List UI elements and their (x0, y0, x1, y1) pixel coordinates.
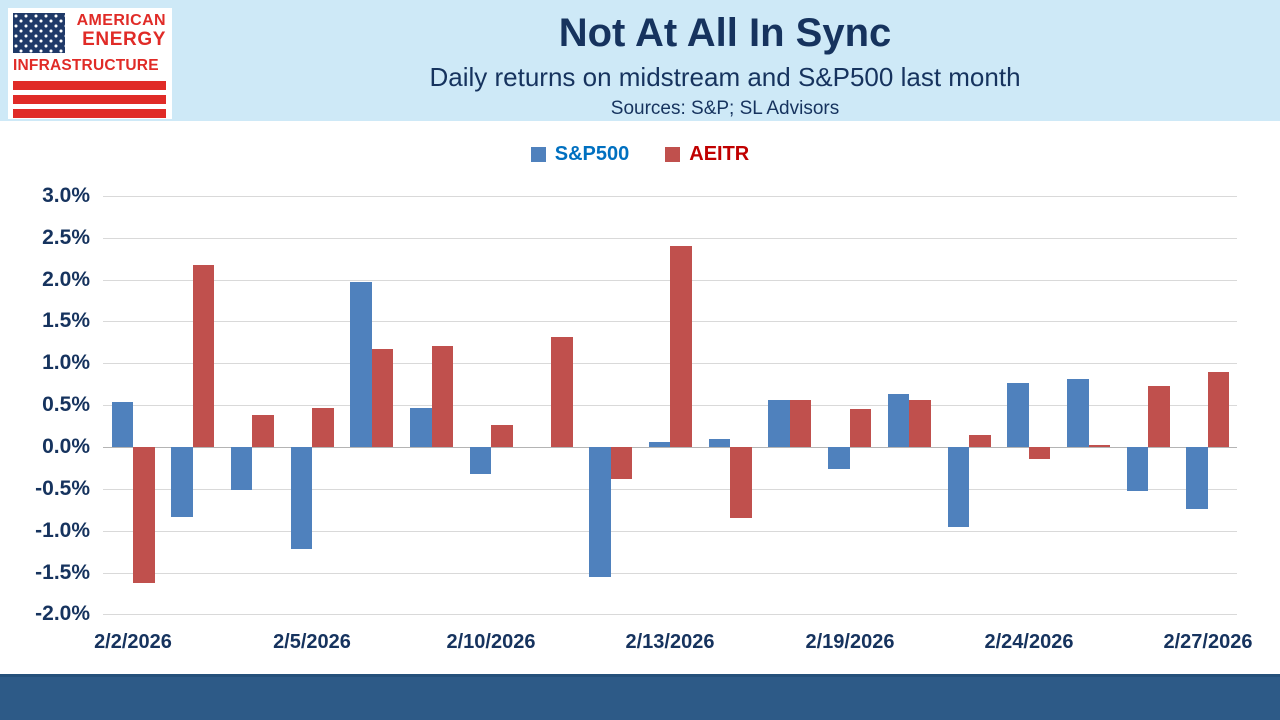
bar-aeitr-2-4-2026 (252, 415, 274, 447)
page-subtitle: Daily returns on midstream and S&P500 la… (429, 62, 1021, 92)
bar-sp500-2-3-2026 (171, 447, 193, 518)
y-axis-tick-label: 2.5% (42, 226, 90, 249)
bar-aeitr-2-18-2026 (789, 400, 812, 447)
bar-sp500-2-19-2026 (828, 447, 850, 469)
gridline (103, 196, 1237, 197)
bar-aeitr-2-10-2026 (491, 425, 513, 447)
gridline (103, 531, 1237, 532)
bar-sp500-2-17-2026 (708, 438, 731, 447)
bar-aeitr-2-5-2026 (312, 407, 334, 447)
bar-sp500-2-27-2026 (1186, 447, 1208, 509)
x-axis-tick-label: 2/19/2026 (805, 631, 895, 653)
bar-aeitr-2-6-2026 (371, 349, 394, 447)
bar-sp500-2-10-2026 (469, 447, 492, 474)
zero-axis-line (103, 447, 1237, 448)
company-logo: AMERICAN ENERGY INFRASTRUCTURE (8, 8, 172, 119)
logo-word-energy: ENERGY (82, 29, 166, 50)
bar-sp500-2-18-2026 (768, 400, 790, 447)
legend-label-aeitr: AEITR (689, 143, 750, 165)
y-axis-tick-label: -0.5% (35, 477, 90, 500)
bar-aeitr-2-24-2026 (1028, 447, 1051, 459)
gridline (103, 238, 1237, 239)
page-title: Not At All In Sync (558, 11, 892, 55)
bar-sp500-2-5-2026 (290, 447, 313, 550)
legend-swatch-aeitr (665, 146, 681, 162)
legend-item-aeitr: AEITR (665, 144, 749, 164)
gridline (103, 321, 1237, 322)
bar-sp500-2-6-2026 (350, 282, 372, 447)
x-axis-tick-label: 2/10/2026 (446, 631, 536, 653)
bar-aeitr-2-12-2026 (610, 447, 633, 479)
gridline (103, 405, 1237, 406)
y-axis-tick-label: -1.5% (35, 561, 90, 584)
bar-aeitr-2-11-2026 (551, 336, 573, 447)
y-axis-tick-label: 2.0% (42, 268, 90, 291)
bar-aeitr-2-9-2026 (431, 345, 454, 447)
bar-aeitr-2-20-2026 (909, 400, 931, 447)
flag-stripes (13, 81, 166, 118)
legend-item-sp500: S&P500 (530, 143, 630, 165)
x-axis-tick-label: 2/5/2026 (273, 631, 351, 653)
bar-aeitr-2-26-2026 (1148, 385, 1170, 447)
bar-aeitr-2-2-2026 (133, 447, 155, 584)
bar-sp500-2-25-2026 (1067, 379, 1089, 447)
gridline (103, 363, 1237, 364)
logo-word-infrastructure: INFRASTRUCTURE (13, 57, 159, 74)
legend-label-sp500: S&P500 (554, 143, 630, 165)
bar-sp500-2-2-2026 (111, 401, 133, 447)
bar-sp500-2-20-2026 (887, 394, 910, 447)
y-axis-tick-label: 1.0% (42, 351, 90, 374)
flag-stripe (13, 109, 166, 118)
bar-aeitr-2-23-2026 (969, 435, 991, 447)
bar-sp500-2-13-2026 (648, 441, 671, 447)
logo-names: AMERICAN ENERGY (70, 12, 166, 50)
bar-sp500-2-9-2026 (410, 407, 432, 447)
flag-stripe (13, 81, 166, 90)
bar-sp500-2-26-2026 (1126, 447, 1149, 491)
legend-swatch-sp500 (530, 146, 546, 162)
gridline (103, 573, 1237, 574)
bar-aeitr-2-17-2026 (730, 447, 752, 519)
logo-flag-top: AMERICAN ENERGY (13, 13, 166, 53)
x-axis-tick-label: 2/2/2026 (94, 631, 172, 653)
header-band (0, 0, 1280, 121)
gridline (103, 614, 1237, 615)
y-axis-tick-label: -2.0% (35, 602, 90, 625)
x-axis-tick-label: 2/13/2026 (625, 631, 715, 653)
footer-band (0, 674, 1280, 720)
chart-legend: S&P500 AEITR (0, 144, 1280, 164)
bar-aeitr-2-3-2026 (192, 264, 215, 447)
x-axis-tick-label: 2/27/2026 (1163, 631, 1253, 653)
y-axis-tick-label: 1.5% (42, 309, 90, 332)
y-axis-tick-label: 0.5% (42, 393, 90, 416)
y-axis-tick-label: 3.0% (42, 184, 90, 207)
gridline (103, 489, 1237, 490)
x-axis-tick-label: 2/24/2026 (984, 631, 1074, 653)
bar-aeitr-2-25-2026 (1088, 445, 1111, 447)
bar-aeitr-2-13-2026 (670, 246, 692, 447)
y-axis-tick-label: 0.0% (42, 435, 90, 458)
bar-aeitr-2-19-2026 (849, 409, 872, 447)
sources-line: Sources: S&P; SL Advisors (610, 98, 840, 119)
bar-sp500-2-4-2026 (230, 447, 253, 490)
y-axis-tick-label: -1.0% (35, 519, 90, 542)
flag-stripe (13, 95, 166, 104)
bar-aeitr-2-27-2026 (1207, 371, 1230, 447)
bar-sp500-2-24-2026 (1007, 383, 1029, 447)
bar-sp500-2-23-2026 (947, 447, 970, 527)
bar-sp500-2-12-2026 (589, 447, 611, 577)
gridline (103, 280, 1237, 281)
flag-canton-stars-icon (13, 13, 65, 53)
logo-word-american: AMERICAN (76, 12, 166, 29)
title-block: Not At All In Sync Daily returns on mids… (180, 11, 1270, 120)
